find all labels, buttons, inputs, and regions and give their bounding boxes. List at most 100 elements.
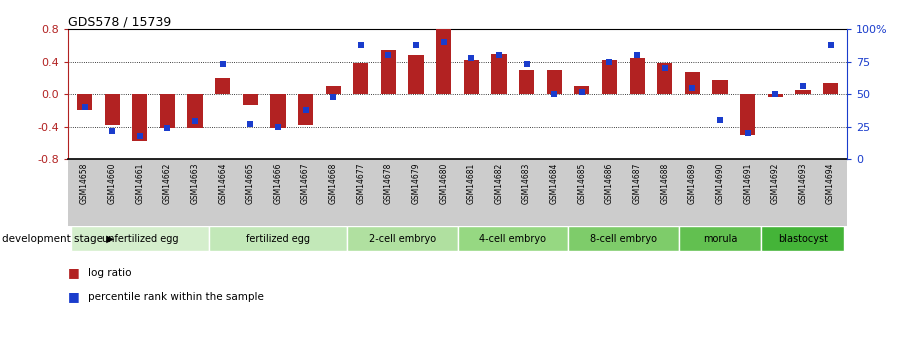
Bar [353,63,369,94]
Text: GSM14668: GSM14668 [329,162,338,204]
Text: unfertilized egg: unfertilized egg [101,234,178,244]
Bar [71,226,209,251]
Point [132,133,147,139]
Text: GSM14689: GSM14689 [688,162,697,204]
Bar [77,94,92,110]
Text: GSM14690: GSM14690 [716,162,725,204]
Text: GSM14661: GSM14661 [135,162,144,204]
Bar [740,94,756,135]
Text: 4-cell embryo: 4-cell embryo [479,234,546,244]
Text: development stage ▶: development stage ▶ [2,234,114,244]
Bar [685,71,700,94]
Bar [347,226,458,251]
Text: morula: morula [703,234,737,244]
Point [243,121,257,127]
Point [740,130,755,136]
Bar [767,94,783,98]
Text: GSM14688: GSM14688 [660,162,670,204]
Bar [568,226,679,251]
Point [685,85,699,90]
Bar [761,226,844,251]
Point [795,84,810,89]
Bar [458,226,568,251]
Bar [546,70,562,94]
Bar [657,63,672,94]
Bar [712,80,728,94]
Bar [679,226,761,251]
Point [105,128,120,133]
Text: GSM14663: GSM14663 [190,162,199,204]
Text: ■: ■ [68,266,80,279]
Text: blastocyst: blastocyst [778,234,828,244]
Point [188,119,202,124]
Bar [630,58,645,94]
Point [602,59,617,65]
Bar [519,70,535,94]
Text: GDS578 / 15739: GDS578 / 15739 [68,15,171,28]
Bar [298,94,313,125]
Text: GSM14660: GSM14660 [108,162,117,204]
Bar [823,83,838,94]
Point [547,91,562,97]
Text: 2-cell embryo: 2-cell embryo [369,234,436,244]
Text: GSM14665: GSM14665 [246,162,255,204]
Point [519,62,534,67]
Bar [464,60,479,94]
Bar [104,94,120,125]
Text: GSM14666: GSM14666 [274,162,283,204]
Bar [270,94,285,128]
Text: GSM14684: GSM14684 [550,162,559,204]
Bar [409,55,424,94]
Text: 8-cell embryo: 8-cell embryo [590,234,657,244]
Text: fertilized egg: fertilized egg [246,234,310,244]
Point [409,42,423,48]
Text: GSM14687: GSM14687 [632,162,641,204]
Point [630,52,644,58]
Bar [209,226,347,251]
Text: GSM14664: GSM14664 [218,162,227,204]
Bar [132,94,148,141]
Bar [795,90,811,94]
Point [464,55,478,61]
Text: GSM14686: GSM14686 [605,162,614,204]
Bar [381,50,396,94]
Point [160,125,175,131]
Point [381,52,396,58]
Text: GSM14678: GSM14678 [384,162,393,204]
Text: GSM14691: GSM14691 [743,162,752,204]
Text: GSM14667: GSM14667 [301,162,310,204]
Text: GSM14694: GSM14694 [826,162,835,204]
Text: GSM14683: GSM14683 [522,162,531,204]
Text: GSM14693: GSM14693 [798,162,807,204]
Bar [436,29,451,94]
Point [353,42,368,48]
Point [574,89,589,95]
Point [77,105,92,110]
Bar [574,86,590,94]
Bar [188,94,203,128]
Text: GSM14681: GSM14681 [467,162,476,204]
Text: GSM14662: GSM14662 [163,162,172,204]
Bar [325,86,341,94]
Point [492,52,506,58]
Point [824,42,838,48]
Point [658,66,672,71]
Text: percentile rank within the sample: percentile rank within the sample [88,292,264,302]
Text: GSM14680: GSM14680 [439,162,448,204]
Point [768,91,783,97]
Text: GSM14682: GSM14682 [495,162,504,204]
Bar [215,78,230,94]
Text: ■: ■ [68,290,80,303]
Point [216,62,230,67]
Point [271,124,285,129]
Bar [491,54,506,94]
Point [326,94,341,100]
Point [437,40,451,45]
Text: GSM14679: GSM14679 [411,162,420,204]
Point [713,117,728,123]
Bar [602,60,617,94]
Bar [243,94,258,105]
Text: GSM14692: GSM14692 [771,162,780,204]
Text: log ratio: log ratio [88,268,131,277]
Text: GSM14658: GSM14658 [80,162,89,204]
